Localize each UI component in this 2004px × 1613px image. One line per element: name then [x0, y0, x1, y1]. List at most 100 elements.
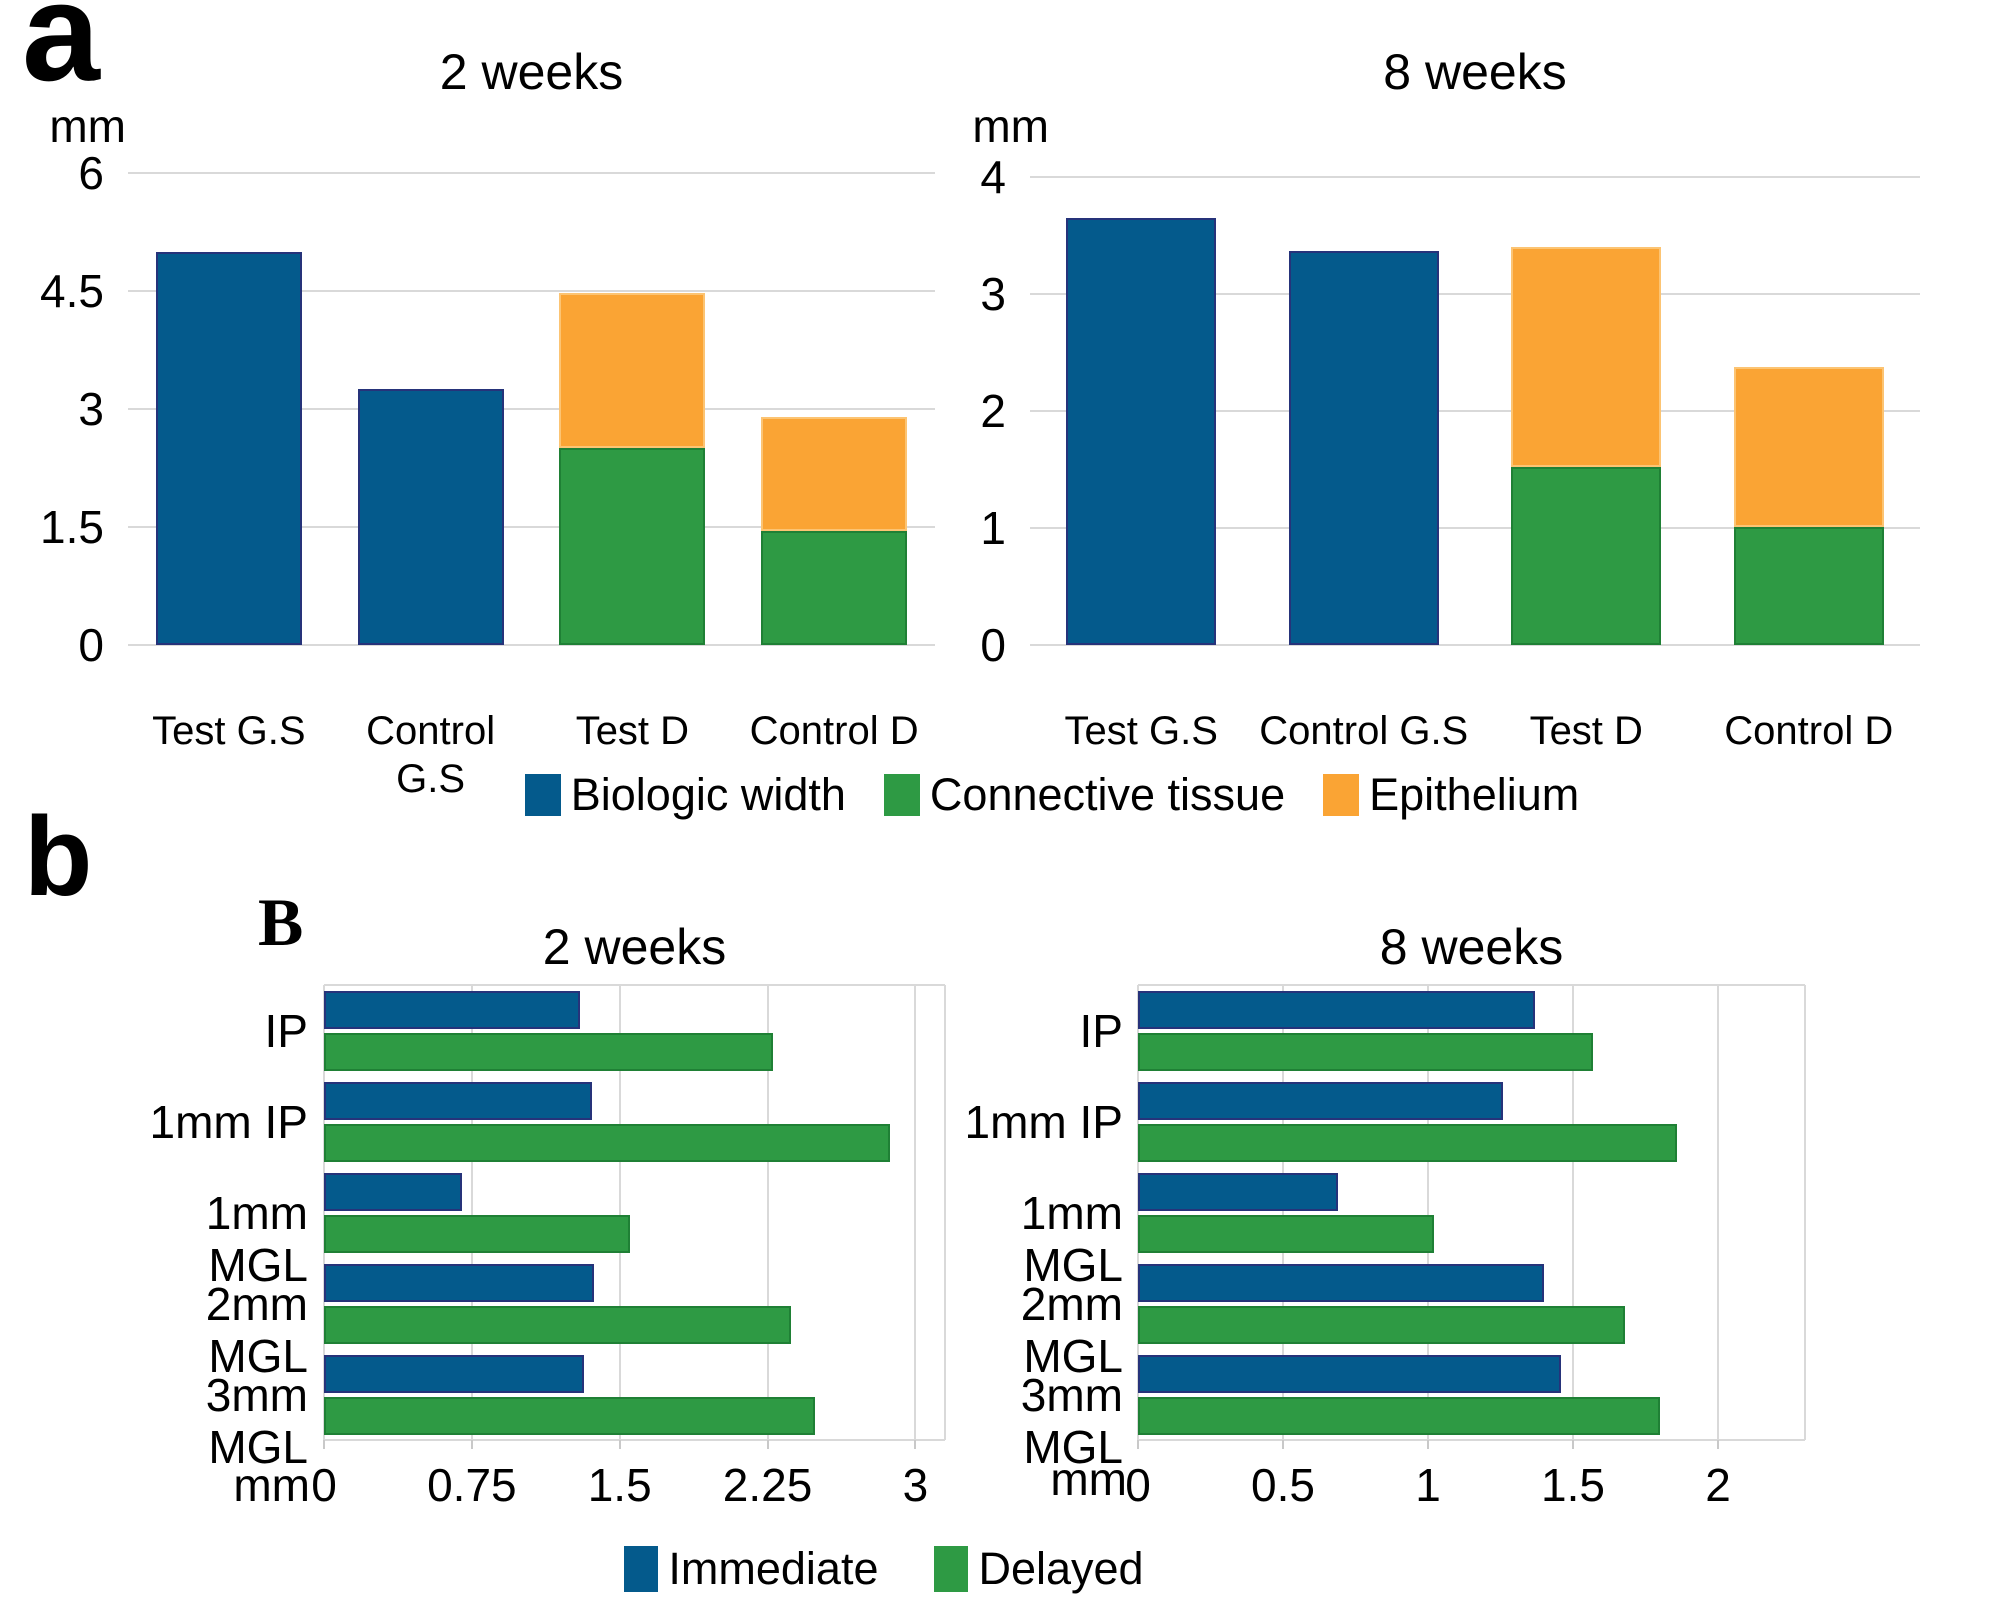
bar-delayed-1mm-ip	[324, 1124, 890, 1162]
category-label-test-g-s: Test G.S	[152, 709, 306, 753]
bar-epithelium-test-d	[1511, 247, 1662, 468]
panel-a-label: a	[22, 0, 100, 110]
x-gridline-1.5	[618, 985, 621, 1440]
chart-title-8-weeks: 8 weeks	[1383, 44, 1567, 100]
bar-immediate-1mm-ip	[324, 1082, 593, 1120]
category-label-test-d: Test D	[1529, 709, 1643, 753]
x-gridline-0	[323, 985, 325, 1440]
legend-swatch-delayed	[934, 1546, 969, 1592]
chart-a-8weeks-stacked: 8 weeks mm 4 3 2 1 0 Test G.S Control G.S Test D C…	[955, 40, 2004, 753]
y-tick-label-4: 4	[980, 151, 1006, 203]
x-tick-label-3: 3	[902, 1459, 929, 1511]
category-label-control-g-s: Control G.S	[1259, 709, 1469, 753]
panel-b-inner-label: B	[258, 884, 304, 960]
category-label-1mm-ip: 1mm IP	[149, 1096, 308, 1148]
bar-delayed-1mm-mgl	[1138, 1215, 1434, 1253]
category-label-test-d: Test D	[575, 709, 690, 753]
y-tick-label-6: 6	[78, 147, 104, 199]
x-tick-mark-2	[1717, 1440, 1719, 1449]
x-tick-mark-2.25	[766, 1440, 769, 1449]
y-gridline-0	[128, 644, 935, 646]
bar-delayed-2mm-mgl	[324, 1306, 792, 1344]
y-gridline-4	[1030, 176, 1920, 178]
y-gridline-4.5	[128, 290, 935, 292]
bar-biologic-width-test-g-s	[1066, 217, 1217, 645]
bar-delayed-3mm-mgl	[1138, 1397, 1660, 1435]
x-gridline-1.5	[1572, 985, 1574, 1440]
legend-label-connective-tissue: Connective tissue	[929, 769, 1286, 820]
x-tick-label-0: 0	[311, 1459, 337, 1511]
x-tick-label-0.5: 0.5	[1251, 1459, 1315, 1511]
y-tick-label-4.5: 4.5	[40, 265, 104, 317]
chart-title-2-weeks: 2 weeks	[542, 919, 727, 975]
x-tick-mark-0	[1137, 1440, 1139, 1449]
plot-top-border	[324, 984, 945, 986]
y-gridline-1.5	[128, 526, 935, 528]
x-gridline-2.25	[766, 985, 769, 1440]
x-tick-label-0: 0	[1125, 1459, 1151, 1511]
bar-immediate-1mm-mgl	[1138, 1173, 1339, 1211]
bar-immediate-3mm-mgl	[324, 1355, 585, 1393]
legend-item-connective-tissue: Connective tissue	[883, 769, 1286, 820]
bar-biologic-width-control-g-s	[357, 389, 504, 645]
bar-immediate-ip	[1138, 991, 1536, 1029]
legend-label-delayed: Delayed	[978, 1543, 1144, 1594]
bar-biologic-width-test-g-s	[155, 251, 302, 645]
category-label-2mm-mgl: 2mm MGL	[205, 1278, 308, 1382]
legend-panel-b: Immediate Delayed	[0, 1536, 1886, 1602]
y-tick-label-3: 3	[980, 268, 1006, 320]
y-gridline-6	[128, 172, 935, 174]
bar-delayed-3mm-mgl	[324, 1397, 815, 1435]
bar-delayed-1mm-mgl	[324, 1215, 630, 1253]
x-tick-label-1.5: 1.5	[587, 1459, 652, 1511]
bar-delayed-1mm-ip	[1138, 1124, 1678, 1162]
bar-delayed-ip	[1138, 1033, 1594, 1071]
x-gridline-0.75	[470, 985, 473, 1440]
y-tick-label-1.5: 1.5	[40, 501, 104, 553]
category-label-ip: IP	[1079, 1005, 1123, 1057]
axis-unit-label: mm	[49, 100, 126, 152]
x-gridline-2	[1717, 985, 1719, 1440]
bar-epithelium-test-d	[559, 293, 706, 449]
legend-swatch-immediate	[624, 1546, 659, 1592]
y-tick-label-0: 0	[980, 619, 1006, 671]
bar-epithelium-control-d	[761, 416, 908, 531]
y-gridline-2	[1030, 410, 1920, 412]
legend-item-delayed: Delayed	[934, 1543, 1144, 1594]
axis-unit-label: mm	[972, 100, 1049, 152]
chart-title-8-weeks: 8 weeks	[1379, 919, 1564, 975]
legend-swatch-biologic-width	[524, 774, 561, 816]
plot-bottom-border	[1138, 1439, 1805, 1441]
plot-bottom-border	[324, 1439, 945, 1441]
y-tick-label-2: 2	[980, 385, 1006, 437]
x-tick-mark-0.5	[1282, 1440, 1284, 1449]
y-gridline-0	[1030, 644, 1920, 646]
bar-biologic-width-control-g-s	[1288, 250, 1439, 645]
bar-connective-tissue-test-d	[559, 448, 706, 645]
x-tick-label-1.5: 1.5	[1541, 1459, 1605, 1511]
x-tick-mark-0	[323, 1440, 325, 1449]
x-tick-label-2: 2	[1705, 1459, 1731, 1511]
x-tick-mark-1.5	[618, 1440, 621, 1449]
x-tick-mark-0.75	[470, 1440, 473, 1449]
x-tick-mark-1.5	[1572, 1440, 1574, 1449]
plot-right-border	[944, 985, 946, 1440]
category-label-test-g-s: Test G.S	[1064, 709, 1218, 753]
x-tick-label-2.25: 2.25	[722, 1459, 813, 1511]
panel-b-label: b	[24, 794, 93, 919]
chart-title-2-weeks: 2 weeks	[439, 44, 624, 100]
bar-delayed-2mm-mgl	[1138, 1306, 1626, 1344]
legend-label-immediate: Immediate	[668, 1543, 879, 1594]
axis-unit-label: mm	[233, 1459, 310, 1511]
chart-b-8weeks-hbar: 8 weeks mm 0 0.5 1 1.5 2 IP 1mm IP 1mm MGL 2mm MGL…	[955, 895, 1860, 1610]
category-label-control-d: Control D	[749, 709, 919, 753]
x-tick-mark-1	[1427, 1440, 1429, 1449]
category-label-1mm-mgl: 1mm MGL	[1020, 1187, 1123, 1291]
category-label-control-g-s: Control G.S	[366, 709, 496, 801]
bar-immediate-1mm-ip	[1138, 1082, 1504, 1120]
x-gridline-0	[1137, 985, 1139, 1440]
y-tick-label-3: 3	[78, 383, 104, 435]
category-label-1mm-mgl: 1mm MGL	[205, 1187, 308, 1291]
category-label-ip: IP	[264, 1005, 308, 1057]
